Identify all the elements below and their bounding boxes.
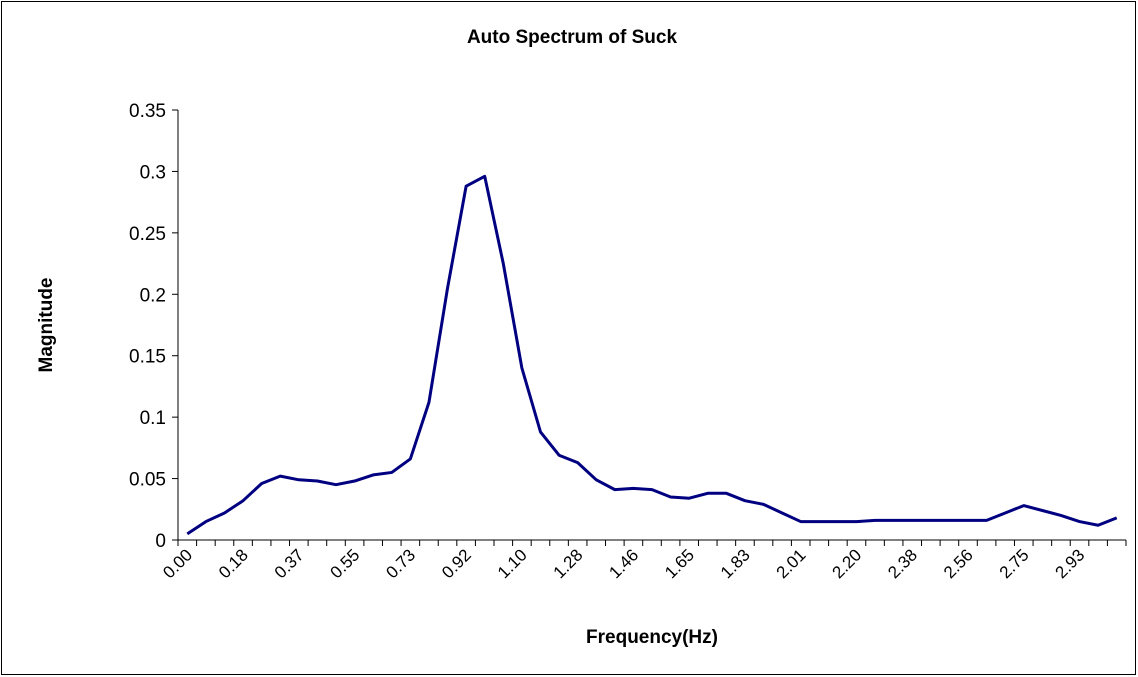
line-series <box>186 174 1118 536</box>
y-tick-label: 0.35 <box>129 101 166 122</box>
y-tick-label: 0.1 <box>140 408 166 429</box>
y-tick-label: 0.25 <box>129 224 166 245</box>
y-axis-label: Magnitude <box>36 278 57 373</box>
y-tick-label: 0.3 <box>140 162 166 183</box>
y-tick-label: 0.05 <box>129 470 166 491</box>
y-tick-label: 0.2 <box>140 285 166 306</box>
x-axis-label: Frequency(Hz) <box>586 627 718 648</box>
y-tick-label: 0 <box>155 531 166 552</box>
chart-title: Auto Spectrum of Suck <box>467 27 678 48</box>
y-tick-label: 0.15 <box>129 347 166 368</box>
